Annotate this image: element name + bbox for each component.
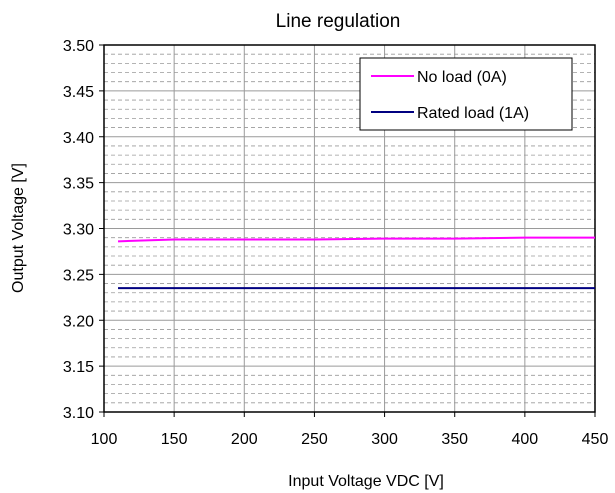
legend-label-1: No load (0A) bbox=[417, 69, 507, 86]
x-tick-label: 300 bbox=[371, 431, 398, 448]
x-tick-label: 100 bbox=[91, 431, 118, 448]
series-layer bbox=[117, 236, 595, 290]
x-tick-label: 150 bbox=[161, 431, 188, 448]
x-axis: 100 150 200 250 300 350 400 450 bbox=[91, 412, 609, 448]
y-axis-title: Output Voltage [V] bbox=[10, 163, 27, 293]
y-tick-label: 3.40 bbox=[63, 130, 94, 147]
legend-box bbox=[359, 57, 573, 131]
x-tick-label: 400 bbox=[512, 431, 539, 448]
y-tick-label: 3.30 bbox=[63, 222, 94, 239]
x-tick-label: 200 bbox=[231, 431, 258, 448]
x-tick-label: 450 bbox=[582, 431, 609, 448]
x-tick-label: 250 bbox=[301, 431, 328, 448]
legend: No load (0A) Rated load (1A) bbox=[359, 57, 573, 131]
y-tick-label: 3.15 bbox=[63, 359, 94, 376]
y-tick-label: 3.25 bbox=[63, 267, 94, 284]
y-tick-label: 3.20 bbox=[63, 313, 94, 330]
y-tick-label: 3.35 bbox=[63, 176, 94, 193]
x-tick-label: 350 bbox=[441, 431, 468, 448]
y-tick-label: 3.50 bbox=[63, 38, 94, 55]
x-axis-title: Input Voltage VDC [V] bbox=[288, 473, 444, 490]
y-tick-label: 3.10 bbox=[63, 405, 94, 422]
y-axis: 3.10 3.15 3.20 3.25 3.30 3.35 3.40 3.45 3.50 bbox=[63, 38, 104, 422]
chart-title: Line regulation bbox=[276, 11, 401, 32]
y-tick-label: 3.45 bbox=[63, 84, 94, 101]
grid bbox=[104, 45, 595, 412]
legend-label-2: Rated load (1A) bbox=[417, 105, 529, 122]
series-line-1 bbox=[117, 236, 595, 243]
